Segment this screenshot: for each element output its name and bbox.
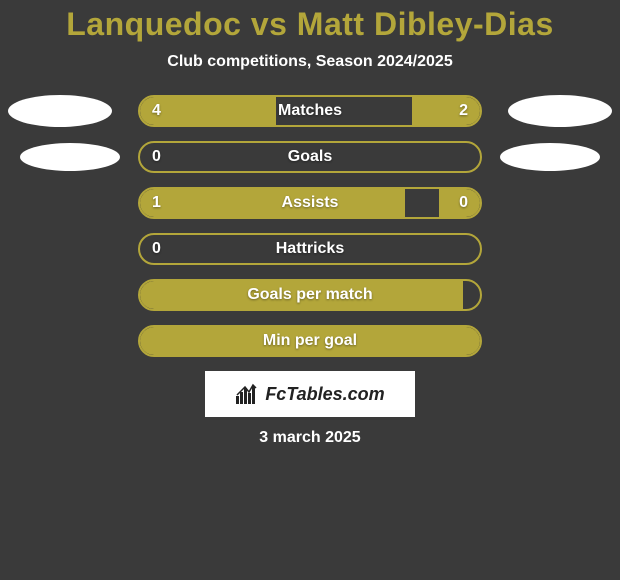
stat-value-right [424,235,468,263]
stat-bar: 42Matches [138,95,482,127]
stat-bar: Goals per match [138,279,482,311]
stat-row: 10Assists [0,187,620,219]
stat-value-left: 1 [152,189,196,217]
stat-bar: 0Hattricks [138,233,482,265]
stat-bar: 10Assists [138,187,482,219]
stat-value-right: 2 [424,97,468,125]
stat-value-left [152,281,196,309]
stat-row: 42Matches [0,95,620,127]
stat-value-left: 4 [152,97,196,125]
stat-value-left: 0 [152,235,196,263]
logo-text: FcTables.com [265,384,384,405]
player-left-avatar [20,143,120,171]
root: Lanquedoc vs Matt Dibley-Dias Club compe… [0,0,620,580]
stat-row: 0Goals [0,141,620,173]
stat-row: Goals per match [0,279,620,311]
stat-value-left: 0 [152,143,196,171]
stat-bar: Min per goal [138,325,482,357]
player-left-avatar [8,95,112,127]
stat-value-right [424,143,468,171]
stat-row: 0Hattricks [0,233,620,265]
player-right-avatar [508,95,612,127]
stat-value-right [424,281,468,309]
stat-value-right [424,327,468,355]
page-title: Lanquedoc vs Matt Dibley-Dias [0,6,620,43]
stat-row: Min per goal [0,325,620,357]
date-label: 3 march 2025 [0,429,620,447]
bars-icon [235,382,259,406]
stats-list: 42Matches0Goals10Assists0HattricksGoals … [0,95,620,357]
stat-bar: 0Goals [138,141,482,173]
stat-value-left [152,327,196,355]
subtitle: Club competitions, Season 2024/2025 [0,53,620,71]
logo-box[interactable]: FcTables.com [205,371,415,417]
player-right-avatar [500,143,600,171]
stat-value-right: 0 [424,189,468,217]
